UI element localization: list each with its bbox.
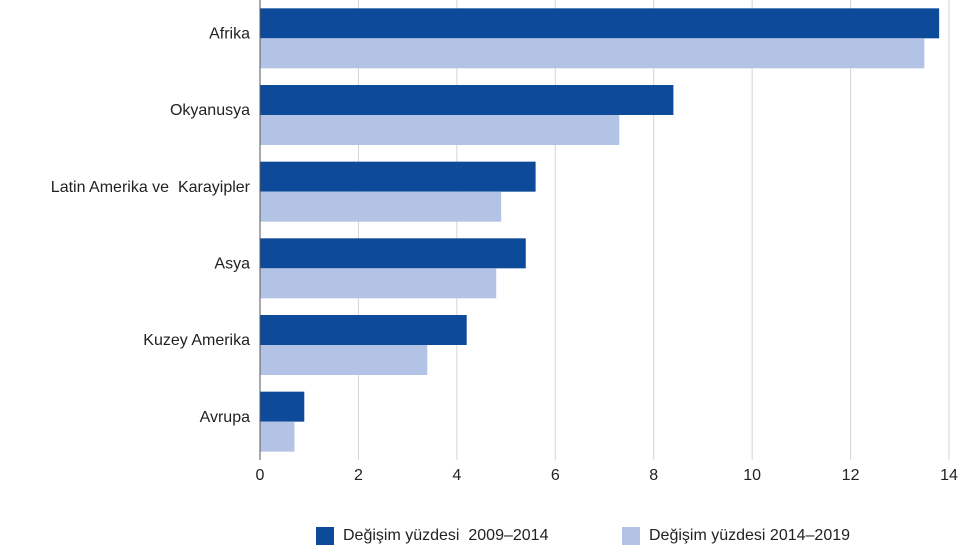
legend-label: Değişim yüzdesi 2009–2014: [343, 527, 549, 544]
bar: [260, 191, 502, 222]
x-tick-label: 0: [256, 467, 265, 484]
x-tick-label: 10: [743, 467, 761, 484]
y-tick-label: Avrupa: [200, 409, 251, 426]
y-tick-label: Asya: [214, 256, 250, 273]
y-tick-label: Okyanusya: [170, 102, 250, 119]
x-tick-label: 2: [354, 467, 363, 484]
x-tick-label: 14: [940, 467, 958, 484]
x-tick-label: 4: [452, 467, 461, 484]
y-tick-label: Afrika: [209, 26, 250, 43]
bar: [260, 115, 620, 145]
bar: [260, 38, 925, 69]
bar: [260, 85, 674, 115]
y-tick-label: Latin Amerika ve Karayipler: [51, 179, 251, 196]
legend-label: Değişim yüzdesi 2014–2019: [649, 527, 850, 544]
x-tick-label: 8: [649, 467, 658, 484]
x-tick-label: 6: [551, 467, 560, 484]
bar: [260, 391, 305, 422]
legend-swatch: [622, 527, 640, 545]
bar: [260, 345, 428, 375]
bar: [260, 8, 940, 39]
bar: [260, 238, 526, 269]
bar: [260, 268, 497, 299]
bar: [260, 315, 467, 345]
y-tick-label: Kuzey Amerika: [143, 332, 250, 349]
bar: [260, 161, 536, 192]
bar: [260, 421, 295, 452]
legend-swatch: [316, 527, 334, 545]
x-tick-label: 12: [842, 467, 860, 484]
